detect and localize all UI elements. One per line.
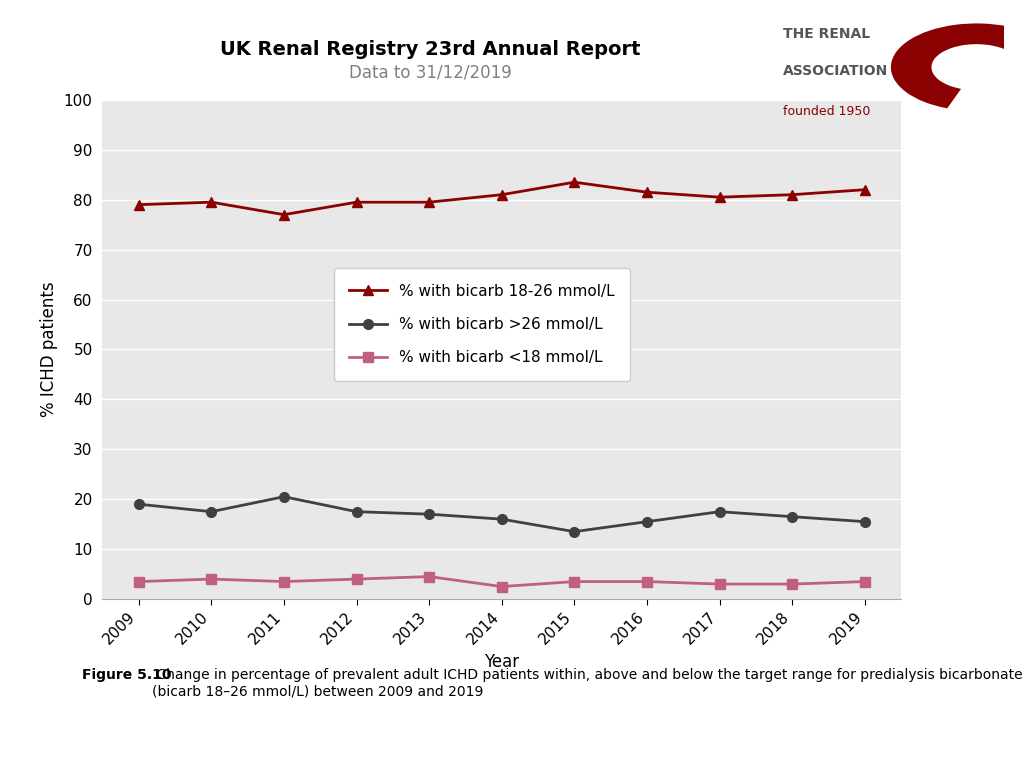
- % with bicarb 18-26 mmol/L: [132, 200, 144, 210]
- % with bicarb 18-26 mmol/L: [350, 197, 362, 207]
- Text: Change in percentage of prevalent adult ICHD patients within, above and below th: Change in percentage of prevalent adult …: [152, 668, 1022, 698]
- % with bicarb <18 mmol/L: [786, 579, 799, 588]
- % with bicarb <18 mmol/L: [278, 577, 290, 586]
- % with bicarb 18-26 mmol/L: [786, 190, 799, 200]
- Text: UK Renal Registry 23rd Annual Report: UK Renal Registry 23rd Annual Report: [220, 41, 640, 59]
- % with bicarb <18 mmol/L: [350, 574, 362, 584]
- % with bicarb 18-26 mmol/L: [568, 177, 581, 187]
- Text: THE RENAL: THE RENAL: [782, 27, 869, 41]
- % with bicarb <18 mmol/L: [568, 577, 581, 586]
- % with bicarb >26 mmol/L: [496, 515, 508, 524]
- % with bicarb <18 mmol/L: [641, 577, 653, 586]
- % with bicarb <18 mmol/L: [496, 582, 508, 591]
- % with bicarb <18 mmol/L: [132, 577, 144, 586]
- % with bicarb >26 mmol/L: [423, 510, 435, 519]
- % with bicarb >26 mmol/L: [132, 500, 144, 509]
- % with bicarb >26 mmol/L: [568, 527, 581, 536]
- % with bicarb >26 mmol/L: [714, 507, 726, 516]
- % with bicarb >26 mmol/L: [350, 507, 362, 516]
- % with bicarb <18 mmol/L: [714, 579, 726, 588]
- Line: % with bicarb 18-26 mmol/L: % with bicarb 18-26 mmol/L: [134, 177, 869, 220]
- % with bicarb 18-26 mmol/L: [859, 185, 871, 194]
- % with bicarb 18-26 mmol/L: [423, 197, 435, 207]
- Y-axis label: % ICHD patients: % ICHD patients: [40, 282, 58, 417]
- % with bicarb 18-26 mmol/L: [205, 197, 217, 207]
- % with bicarb >26 mmol/L: [859, 517, 871, 526]
- % with bicarb >26 mmol/L: [278, 492, 290, 502]
- Legend: % with bicarb 18-26 mmol/L, % with bicarb >26 mmol/L, % with bicarb <18 mmol/L: % with bicarb 18-26 mmol/L, % with bicar…: [334, 268, 631, 381]
- Line: % with bicarb >26 mmol/L: % with bicarb >26 mmol/L: [134, 492, 869, 537]
- Text: ASSOCIATION: ASSOCIATION: [782, 64, 888, 78]
- % with bicarb >26 mmol/L: [786, 512, 799, 521]
- % with bicarb <18 mmol/L: [423, 572, 435, 581]
- Text: Data to 31/12/2019: Data to 31/12/2019: [349, 64, 511, 82]
- Line: % with bicarb <18 mmol/L: % with bicarb <18 mmol/L: [134, 571, 869, 591]
- X-axis label: Year: Year: [484, 653, 519, 671]
- % with bicarb >26 mmol/L: [205, 507, 217, 516]
- Text: founded 1950: founded 1950: [782, 105, 870, 118]
- % with bicarb <18 mmol/L: [859, 577, 871, 586]
- % with bicarb 18-26 mmol/L: [714, 193, 726, 202]
- % with bicarb >26 mmol/L: [641, 517, 653, 526]
- % with bicarb <18 mmol/L: [205, 574, 217, 584]
- Wedge shape: [891, 24, 1024, 108]
- Text: Figure 5.10: Figure 5.10: [82, 668, 171, 682]
- % with bicarb 18-26 mmol/L: [278, 210, 290, 220]
- % with bicarb 18-26 mmol/L: [641, 187, 653, 197]
- % with bicarb 18-26 mmol/L: [496, 190, 508, 200]
